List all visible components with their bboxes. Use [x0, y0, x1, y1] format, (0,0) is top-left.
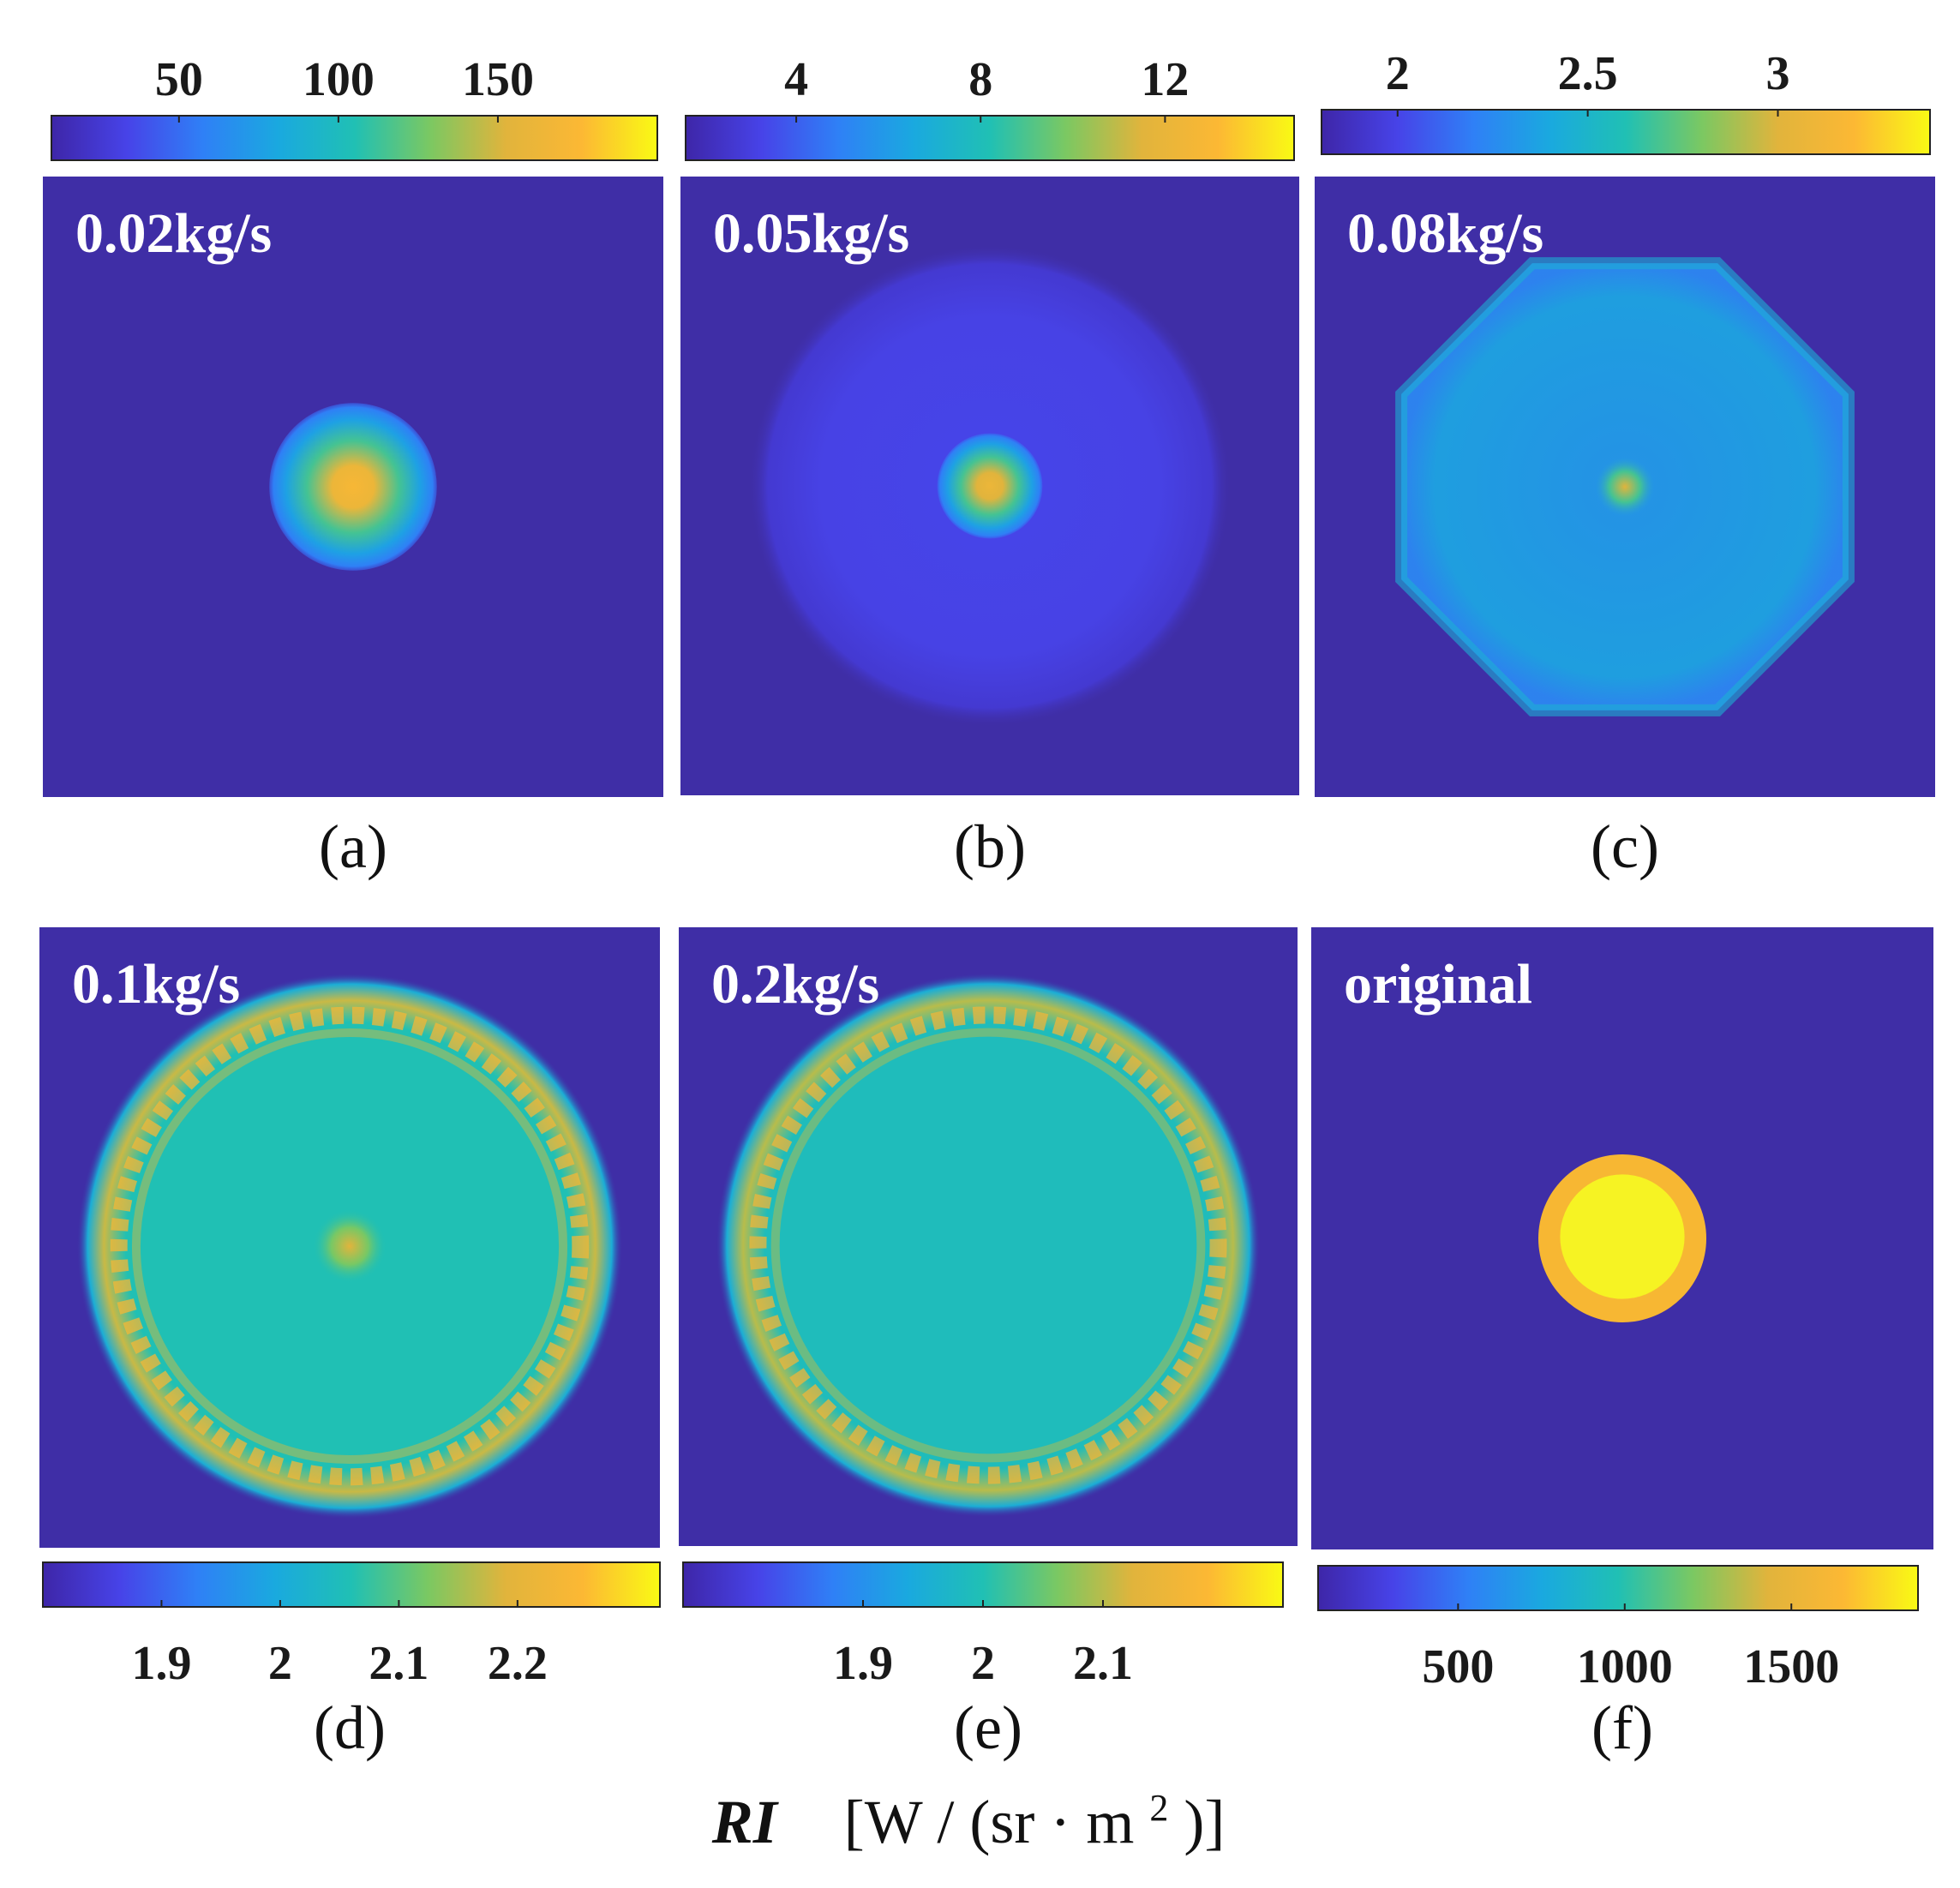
colorbar: [685, 115, 1295, 161]
colorbar: [42, 1561, 661, 1608]
colorbar-tick-label: 1000: [1577, 1640, 1673, 1693]
panels: 0.02kg/s 50 100 150 (a) 0.05kg/s 4 8 12 (b) 0.08kg…: [39, 47, 1935, 1762]
colorbar: [1317, 1565, 1919, 1611]
colorbar-tick-label: 2.2: [488, 1637, 548, 1690]
colorbar: [682, 1561, 1284, 1608]
colorbar-tick-label: 1.9: [833, 1637, 893, 1690]
panel-e: 0.2kg/s 1.9 2 2.1 (e): [679, 927, 1298, 1762]
colorbar-tick-label: 1500: [1743, 1640, 1839, 1693]
colorbar-tick-label: 2.5: [1558, 47, 1618, 100]
mass-flow-label: original: [1344, 953, 1532, 1016]
ring-inner-edge: [770, 1028, 1206, 1463]
mass-flow-label: 0.05kg/s: [713, 202, 909, 265]
colorbar-quantity-label: RI [W / (sr · m 2 )]: [711, 1765, 1226, 1856]
panel-caption: (c): [1591, 812, 1659, 881]
heatmap-field: [716, 973, 1261, 1518]
colorbar-tick-label: 50: [155, 53, 203, 106]
ri-symbol: RI: [711, 1788, 780, 1856]
hot-spot: [1593, 455, 1657, 518]
ring-inner-edge: [131, 1028, 568, 1465]
flame-inner-disk: [1560, 1174, 1685, 1299]
panel-caption: (e): [954, 1693, 1022, 1762]
panel-a: 0.02kg/s 50 100 150 (a): [43, 53, 663, 881]
panel-caption: (d): [314, 1693, 386, 1762]
colorbar-tick-label: 2.1: [369, 1637, 429, 1690]
colorbar-tick-label: 500: [1422, 1640, 1494, 1693]
ri-units-open: [W / (sr · m: [844, 1788, 1135, 1856]
hot-spot: [269, 403, 437, 571]
colorbar-tick-label: 8: [968, 53, 992, 106]
heatmap-field: [748, 244, 1232, 728]
heatmap-field: [1395, 257, 1855, 716]
panel-caption: (f): [1591, 1693, 1653, 1762]
colorbar-tick-label: 2: [1386, 47, 1410, 100]
panel-b: 0.05kg/s 4 8 12 (b): [680, 53, 1299, 881]
colorbar-tick-label: 2: [268, 1637, 292, 1690]
colorbar-tick-label: 2: [971, 1637, 995, 1690]
heatmap-field: [1537, 1154, 1707, 1323]
colorbar-tick-label: 4: [784, 53, 808, 106]
mass-flow-label: 0.1kg/s: [72, 953, 240, 1016]
colorbar-tick-label: 1.9: [131, 1637, 191, 1690]
colorbar: [51, 115, 658, 161]
panel-caption: (a): [319, 812, 387, 881]
hot-spot: [312, 1208, 387, 1284]
ring-region: [716, 973, 1261, 1518]
hot-spot: [937, 433, 1043, 539]
panel-caption: (b): [954, 812, 1026, 881]
ring-edge: [110, 1006, 590, 1486]
mass-flow-label: 0.02kg/s: [75, 202, 272, 265]
ring-edge: [749, 1006, 1227, 1484]
colorbar-tick-label: 150: [462, 53, 534, 106]
heatmap-field: [269, 403, 437, 571]
panel-d: 0.1kg/s 1.9 2 2.1 2.2 (d): [39, 927, 661, 1762]
panel-f: original 500 1000 1500 (f): [1311, 927, 1933, 1762]
colorbar-tick-label: 12: [1141, 53, 1189, 106]
octagonal-edge: [1395, 257, 1855, 716]
ri-units-close: )]: [1184, 1788, 1225, 1856]
svg-text:RI [W / (sr · m 2: RI [W / (sr · m 2 )]: [711, 1765, 1226, 1856]
heatmap-field: [76, 973, 623, 1519]
colorbar-tick-label: 3: [1766, 47, 1790, 100]
ri-units-exponent: 2: [1149, 1787, 1168, 1829]
colorbar: [1321, 109, 1931, 155]
mass-flow-label: 0.08kg/s: [1347, 202, 1543, 265]
mass-flow-label: 0.2kg/s: [711, 953, 879, 1016]
panel-c: 0.08kg/s 2 2.5 3 (c): [1315, 47, 1935, 881]
colorbar-tick-label: 100: [303, 53, 375, 106]
colorbar-tick-label: 2.1: [1073, 1637, 1133, 1690]
